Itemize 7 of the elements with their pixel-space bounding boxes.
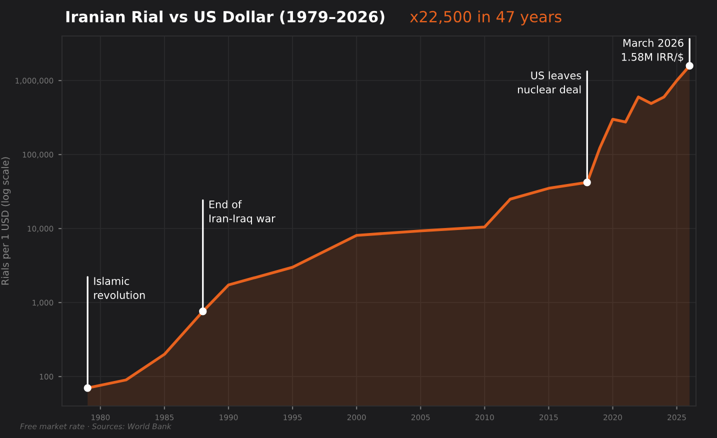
annotation: Islamic revolution [94, 276, 145, 300]
chart-title: Iranian Rial vs US Dollar (1979–2026) [66, 10, 384, 24]
annotation: March 2026 1.58M IRR/$ [622, 38, 684, 62]
annotation: End of Iran-Iraq war [209, 200, 276, 224]
chart-subtitle: x22,500 in 47 years [410, 10, 562, 26]
y-axis-title: Rials per 1 USD (log scale) [1, 157, 11, 285]
annotation: US leaves nuclear deal [518, 71, 582, 94]
